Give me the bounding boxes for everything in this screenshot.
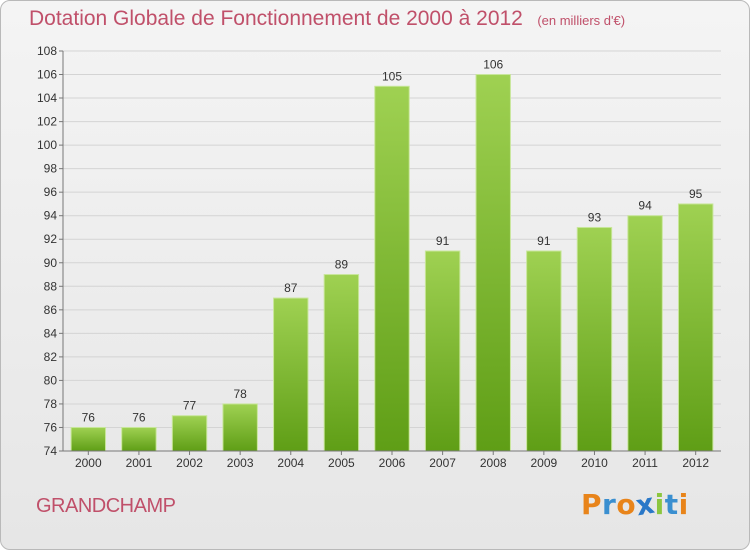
y-tick-label: 102: [37, 115, 57, 129]
bar-2004: [273, 297, 309, 452]
y-tick-label: 80: [44, 373, 58, 387]
x-tick-label-2010: 2010: [581, 456, 608, 470]
data-label-2002: 77: [183, 399, 197, 413]
bar-2008: [475, 74, 511, 452]
bar-2009: [526, 250, 562, 452]
y-tick-label: 94: [44, 209, 58, 223]
logo-letter: r: [602, 488, 617, 521]
y-tick-label: 84: [44, 326, 58, 340]
logo-letter: i: [654, 488, 665, 521]
data-label-2007: 91: [436, 234, 450, 248]
x-tick-label-2003: 2003: [227, 456, 254, 470]
y-tick-label: 78: [44, 397, 58, 411]
x-tick-label-2011: 2011: [632, 456, 658, 470]
bar-2005: [323, 274, 360, 452]
y-tick-label: 88: [44, 279, 58, 293]
proxiti-logo: Proxiti: [581, 487, 689, 523]
axis-layer: 74 76 78 80 82 84 86 88 90 92 94 96 98 100 102 104 106 10…: [37, 44, 721, 470]
data-label-2001: 76: [132, 410, 146, 424]
bar-2003: [222, 403, 258, 452]
x-tick-label-2012: 2012: [682, 456, 709, 470]
data-label-2004: 87: [284, 281, 298, 295]
x-tick-label-2005: 2005: [328, 456, 355, 470]
x-tick-label-2001: 2001: [126, 456, 153, 470]
y-tick-label: 104: [37, 91, 57, 105]
x-tick-label-2006: 2006: [379, 456, 406, 470]
data-label-2008: 106: [483, 58, 503, 72]
bar-layer: 76 76 77 78 87 89 105 91 106 91 93 94 95: [70, 58, 714, 452]
chart-title-text: Dotation Globale de Fonctionnement de 20…: [29, 7, 523, 30]
bar-2012: [677, 203, 714, 452]
bar-2006: [374, 85, 410, 452]
bar-2001: [121, 426, 157, 452]
bar-2011: [627, 215, 663, 452]
y-tick-label: 82: [44, 350, 58, 364]
y-tick-label: 98: [44, 162, 58, 176]
x-tick-label-2009: 2009: [530, 456, 557, 470]
bar-2010: [576, 226, 613, 452]
y-tick-label: 86: [44, 303, 58, 317]
data-label-2000: 76: [82, 410, 96, 424]
logo-letter: o: [616, 488, 637, 521]
bar-2002: [171, 415, 208, 452]
logo-letter: i: [678, 488, 689, 521]
data-label-2006: 105: [382, 69, 402, 83]
y-tick-label: 76: [44, 420, 58, 434]
y-tick-label: 100: [37, 138, 57, 152]
y-tick-label: 90: [44, 256, 58, 270]
data-label-2010: 93: [588, 210, 602, 224]
data-label-2012: 95: [689, 187, 703, 201]
y-tick-label: 96: [44, 185, 58, 199]
bar-2000: [70, 426, 107, 452]
data-label-2005: 89: [335, 258, 349, 272]
x-tick-label-2000: 2000: [75, 456, 102, 470]
x-tick-label-2007: 2007: [429, 456, 456, 470]
y-tick-label: 108: [37, 44, 57, 58]
y-tick-label: 74: [44, 444, 58, 458]
chart-title: Dotation Globale de Fonctionnement de 20…: [29, 7, 625, 31]
x-tick-label-2002: 2002: [176, 456, 203, 470]
bar-2007: [424, 250, 461, 452]
data-label-2009: 91: [537, 234, 551, 248]
data-label-2011: 94: [638, 199, 652, 213]
commune-name: GRANDCHAMP: [36, 495, 176, 517]
y-tick-label: 92: [44, 232, 58, 246]
x-tick-label-2008: 2008: [480, 456, 507, 470]
logo-letter: P: [581, 488, 603, 521]
data-label-2003: 78: [233, 387, 247, 401]
logo-letter: t: [664, 488, 679, 521]
x-tick-label-2004: 2004: [277, 456, 304, 470]
chart-unit-label: (en milliers d'€): [537, 13, 626, 28]
y-tick-label: 106: [37, 68, 57, 82]
